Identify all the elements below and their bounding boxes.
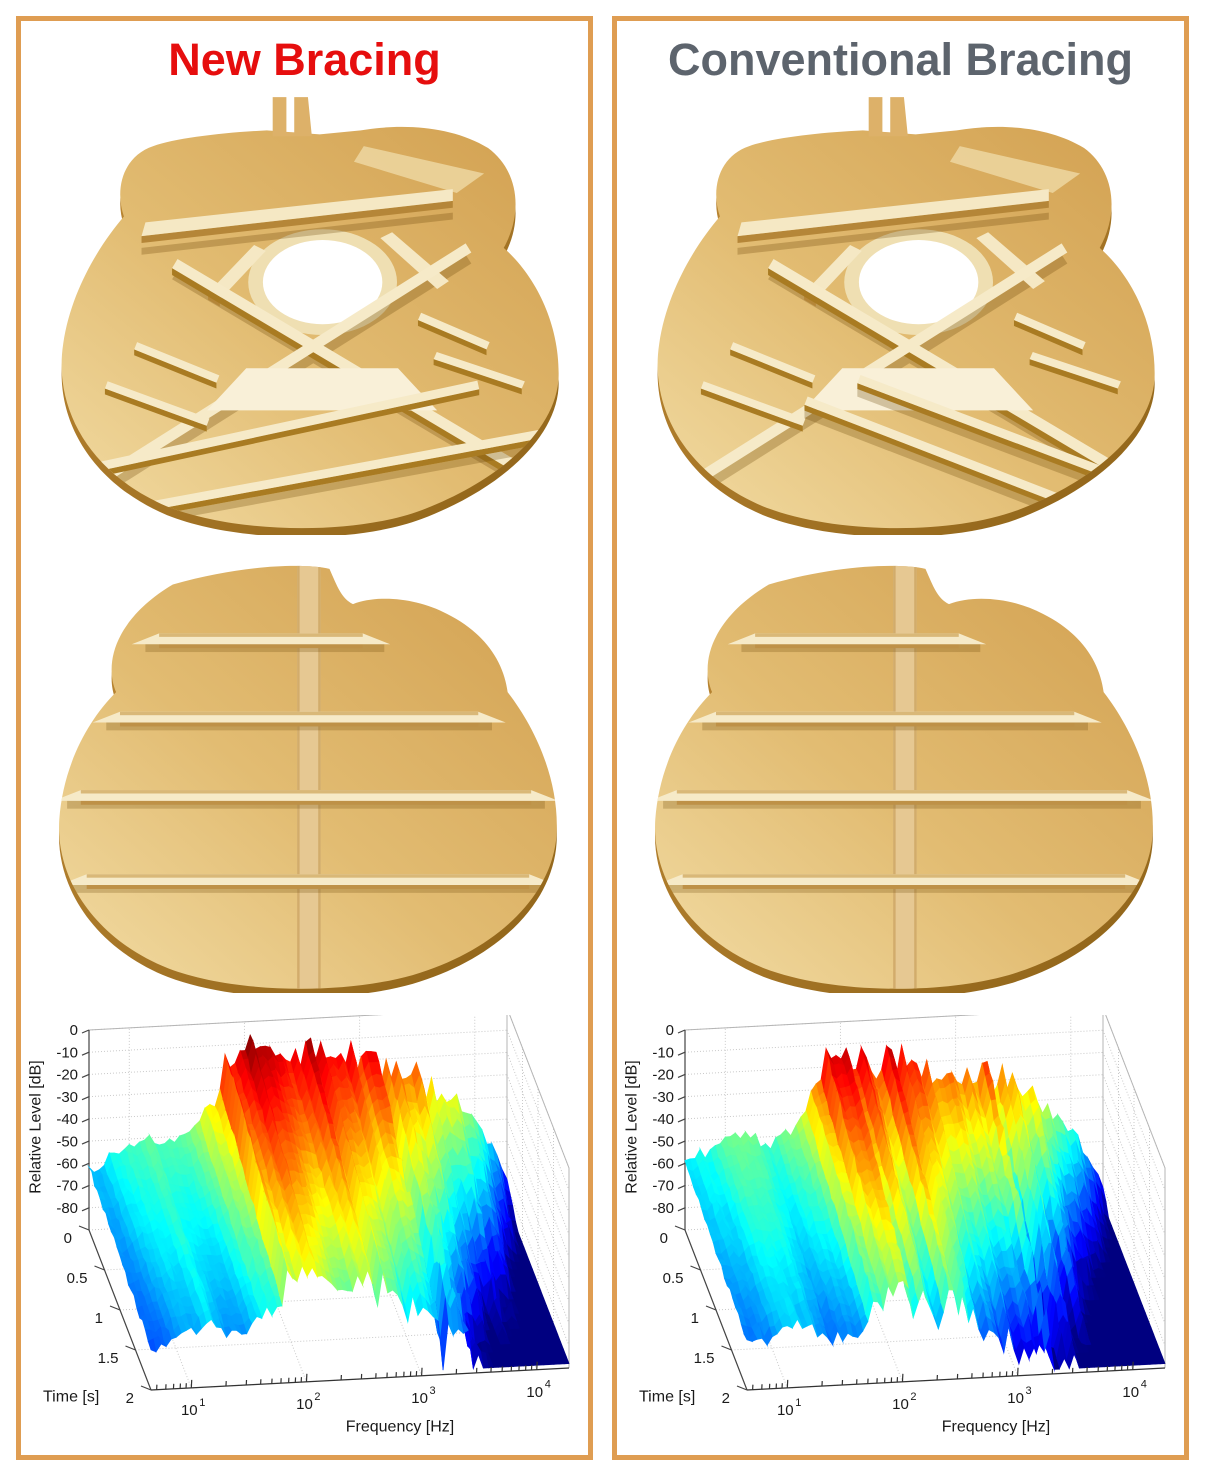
back-bracing-illustration-conventional — [622, 547, 1180, 993]
panel-title-conventional: Conventional Bracing — [667, 34, 1134, 85]
soundboard-bracing-illustration-conventional — [622, 89, 1180, 535]
waterfall-chart-conventional — [617, 1014, 1184, 1445]
panel-new-bracing: New Bracing — [16, 16, 593, 1460]
waterfall-chart-new — [21, 1014, 588, 1445]
soundboard-bracing-illustration-new — [26, 89, 584, 535]
panel-conventional-bracing: Conventional Bracing — [612, 16, 1189, 1460]
back-bracing-illustration-new — [26, 547, 584, 993]
panel-title-new: New Bracing — [168, 34, 441, 85]
